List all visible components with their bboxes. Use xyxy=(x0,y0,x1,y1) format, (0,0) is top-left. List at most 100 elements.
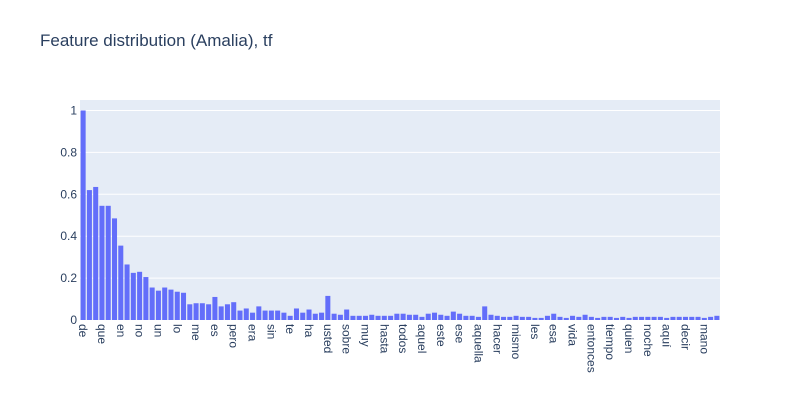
bar[interactable] xyxy=(438,314,444,320)
bar[interactable] xyxy=(595,317,601,320)
bar[interactable] xyxy=(701,317,707,320)
bar[interactable] xyxy=(293,308,299,320)
bar[interactable] xyxy=(149,287,155,320)
bar[interactable] xyxy=(551,313,557,320)
bar[interactable] xyxy=(268,310,274,320)
bar[interactable] xyxy=(155,290,161,320)
bar[interactable] xyxy=(639,316,645,320)
bar[interactable] xyxy=(143,277,149,320)
bar[interactable] xyxy=(664,317,670,320)
bar[interactable] xyxy=(620,316,626,320)
bar[interactable] xyxy=(206,304,212,320)
bar[interactable] xyxy=(362,315,368,320)
bar[interactable] xyxy=(519,316,525,320)
bar[interactable] xyxy=(331,313,337,320)
bar[interactable] xyxy=(695,316,701,320)
bar[interactable] xyxy=(576,316,582,320)
bar[interactable] xyxy=(689,316,695,320)
bar[interactable] xyxy=(218,306,224,320)
bar[interactable] xyxy=(488,314,494,320)
bar[interactable] xyxy=(300,312,306,320)
bar[interactable] xyxy=(632,316,638,320)
bar[interactable] xyxy=(124,264,130,320)
bar[interactable] xyxy=(563,317,569,320)
bar[interactable] xyxy=(118,245,124,320)
bar[interactable] xyxy=(80,110,86,320)
bar[interactable] xyxy=(193,303,199,320)
bar[interactable] xyxy=(99,205,105,320)
bar[interactable] xyxy=(394,313,400,320)
bar[interactable] xyxy=(400,313,406,320)
bar[interactable] xyxy=(657,316,663,320)
bar[interactable] xyxy=(469,315,475,320)
bar[interactable] xyxy=(670,316,676,320)
bar[interactable] xyxy=(613,317,619,320)
bar[interactable] xyxy=(350,315,356,320)
bar[interactable] xyxy=(187,304,193,320)
bar[interactable] xyxy=(344,309,350,320)
bar[interactable] xyxy=(432,312,438,320)
bar[interactable] xyxy=(582,314,588,320)
bar[interactable] xyxy=(588,316,594,320)
bar[interactable] xyxy=(281,312,287,320)
bar[interactable] xyxy=(337,314,343,320)
bar[interactable] xyxy=(381,315,387,320)
bar[interactable] xyxy=(112,218,118,320)
bar[interactable] xyxy=(224,304,230,320)
bar[interactable] xyxy=(93,186,99,320)
bar[interactable] xyxy=(174,291,180,320)
bar[interactable] xyxy=(714,315,720,320)
bar[interactable] xyxy=(494,315,500,320)
bar[interactable] xyxy=(275,310,281,320)
bar[interactable] xyxy=(137,271,143,320)
bar[interactable] xyxy=(312,313,318,320)
bar[interactable] xyxy=(626,317,632,320)
bar[interactable] xyxy=(482,306,488,320)
bar[interactable] xyxy=(212,296,218,320)
bar[interactable] xyxy=(262,310,268,320)
bar[interactable] xyxy=(419,316,425,320)
bar[interactable] xyxy=(105,205,111,320)
bar[interactable] xyxy=(168,289,174,320)
bar[interactable] xyxy=(526,316,532,320)
bar[interactable] xyxy=(425,313,431,320)
bar[interactable] xyxy=(601,316,607,320)
bar[interactable] xyxy=(645,316,651,320)
bar[interactable] xyxy=(325,295,331,320)
bar[interactable] xyxy=(406,314,412,320)
bar[interactable] xyxy=(256,306,262,320)
bar[interactable] xyxy=(250,312,256,320)
bar[interactable] xyxy=(287,315,293,320)
bar[interactable] xyxy=(237,310,243,320)
bar[interactable] xyxy=(199,303,205,320)
bar[interactable] xyxy=(507,316,513,320)
bar[interactable] xyxy=(369,314,375,320)
bar[interactable] xyxy=(607,316,613,320)
bar[interactable] xyxy=(475,316,481,320)
bar[interactable] xyxy=(356,315,362,320)
bar[interactable] xyxy=(557,316,563,320)
bar[interactable] xyxy=(651,316,657,320)
bar[interactable] xyxy=(444,315,450,320)
bar[interactable] xyxy=(130,272,136,320)
bar[interactable] xyxy=(231,302,237,320)
bar[interactable] xyxy=(306,309,312,320)
bar[interactable] xyxy=(86,190,92,320)
bar[interactable] xyxy=(708,316,714,320)
bar[interactable] xyxy=(538,317,544,320)
bar[interactable] xyxy=(457,313,463,320)
bar[interactable] xyxy=(162,287,168,320)
bar[interactable] xyxy=(181,292,187,320)
bar[interactable] xyxy=(682,316,688,320)
bar[interactable] xyxy=(676,316,682,320)
bar[interactable] xyxy=(513,315,519,320)
bar[interactable] xyxy=(388,315,394,320)
bar[interactable] xyxy=(501,316,507,320)
bar[interactable] xyxy=(375,315,381,320)
bar[interactable] xyxy=(243,308,249,320)
bar[interactable] xyxy=(413,314,419,320)
bar[interactable] xyxy=(319,312,325,320)
bar[interactable] xyxy=(544,315,550,320)
bar[interactable] xyxy=(532,317,538,320)
bar[interactable] xyxy=(450,311,456,320)
